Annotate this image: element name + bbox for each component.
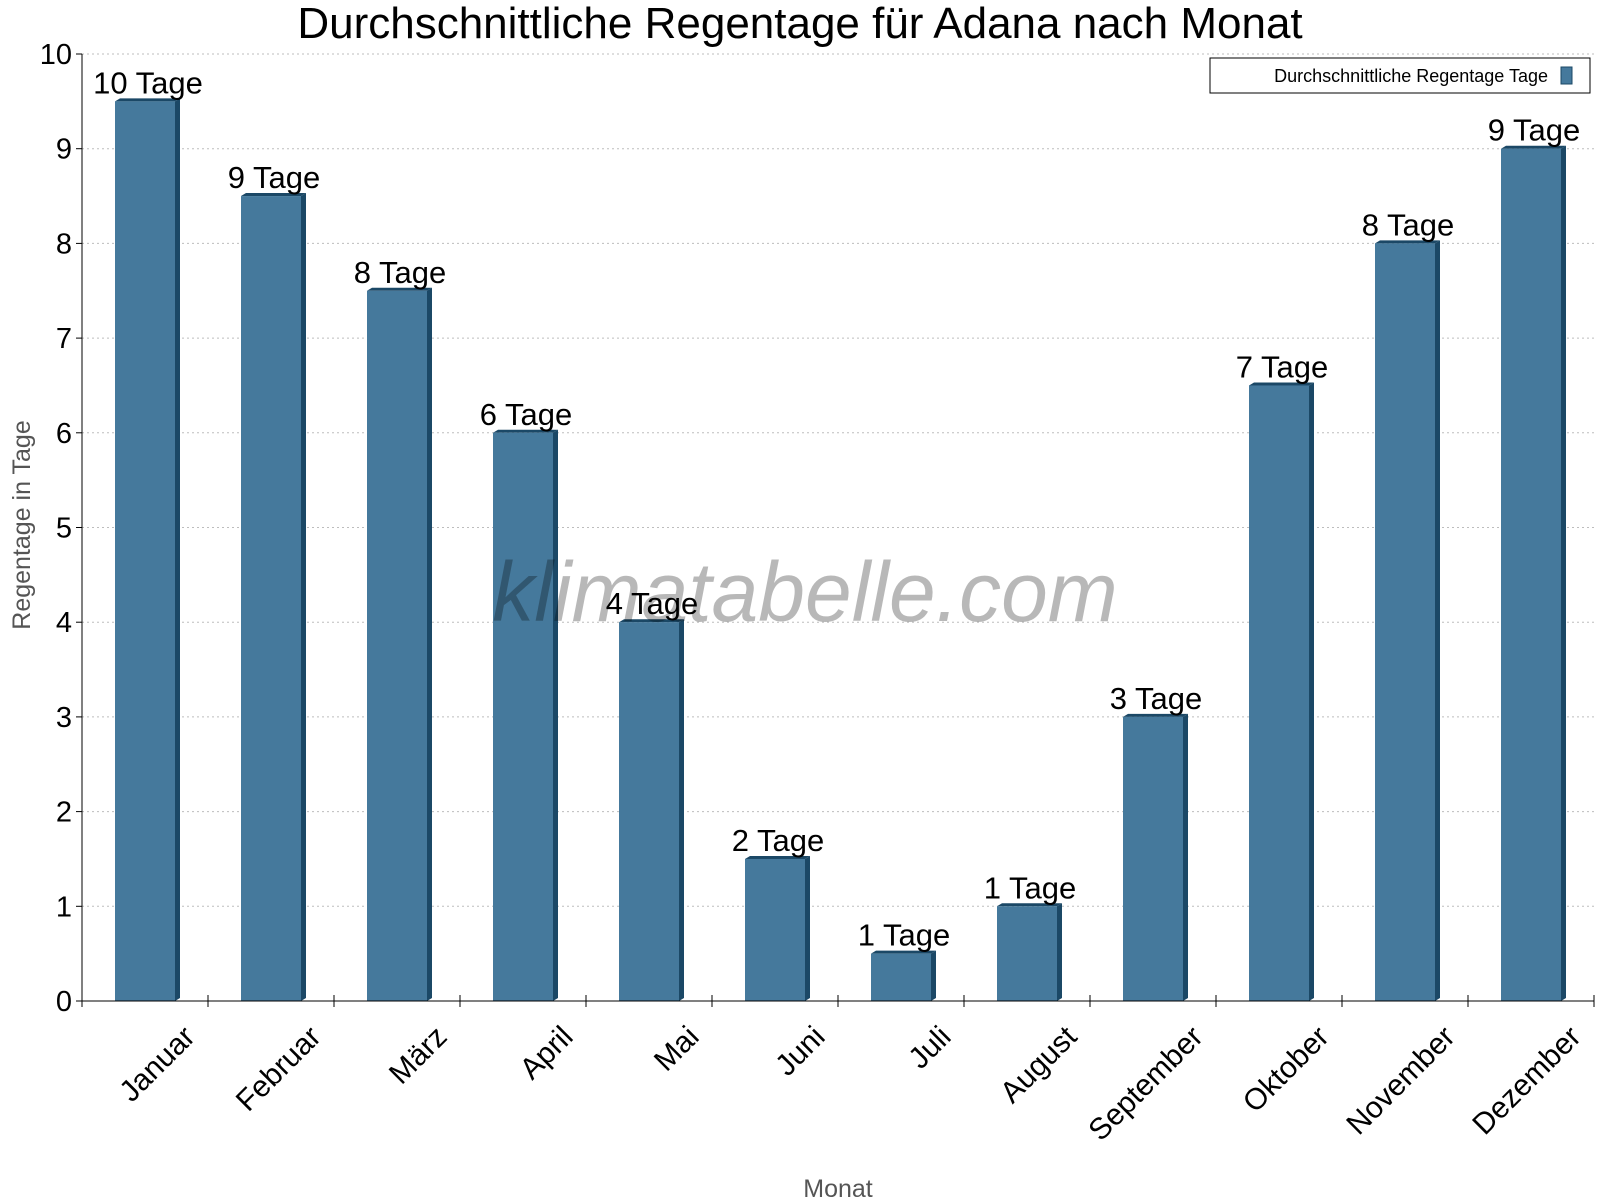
- x-tick-label: Juni: [769, 1020, 831, 1082]
- x-tick-label: April: [514, 1020, 580, 1086]
- y-axis-title: Regentage in Tage: [8, 420, 36, 629]
- bar-top: [1123, 713, 1188, 717]
- y-tick-label: 1: [56, 891, 72, 923]
- grid-lines: [82, 53, 1594, 907]
- bar-side: [175, 98, 180, 1002]
- data-label: 10 Tage: [93, 65, 203, 100]
- axes: [76, 53, 1595, 1007]
- legend-box: [1209, 57, 1591, 94]
- bar-top: [1249, 382, 1314, 386]
- bar-side: [1183, 713, 1188, 1001]
- bar-front: [367, 290, 427, 1001]
- bar-side: [1435, 240, 1440, 1001]
- bar-top: [367, 287, 432, 291]
- bar-side: [427, 287, 432, 1001]
- legend: Durchschnittliche Regentage Tage: [1209, 57, 1591, 94]
- bar-top: [1501, 145, 1566, 149]
- data-label: 4 Tage: [606, 586, 699, 621]
- bar-top: [997, 903, 1062, 907]
- bar-side: [1309, 382, 1314, 1001]
- x-tick-label: Dezember: [1466, 1020, 1587, 1141]
- bar-front: [241, 196, 301, 1002]
- bar: [871, 950, 936, 1001]
- bar: [115, 98, 180, 1002]
- x-tick-label: November: [1340, 1020, 1461, 1141]
- bar-front: [1501, 148, 1561, 1001]
- bar-side: [931, 950, 936, 1001]
- x-tick-label: September: [1082, 1020, 1209, 1147]
- x-tick-label: Mai: [648, 1020, 706, 1078]
- x-tick-label: Juli: [902, 1020, 957, 1075]
- bar-side: [301, 193, 306, 1002]
- y-tick-label: 7: [56, 323, 72, 355]
- data-label: 6 Tage: [480, 397, 573, 432]
- data-label: 7 Tage: [1236, 349, 1329, 384]
- y-tick-label: 6: [56, 418, 72, 450]
- bar-side: [805, 855, 810, 1001]
- bar-front: [1375, 243, 1435, 1001]
- bar: [367, 287, 432, 1001]
- bar-top: [241, 193, 306, 197]
- y-tick-label: 8: [56, 228, 72, 260]
- bar: [745, 855, 810, 1001]
- bar: [1249, 382, 1314, 1001]
- x-tick-label: August: [994, 1020, 1084, 1110]
- data-label: 9 Tage: [228, 160, 321, 195]
- bar-front: [493, 432, 553, 1001]
- x-tick-label: März: [383, 1020, 453, 1090]
- bar-side: [553, 429, 558, 1001]
- y-tick-label: 0: [56, 986, 72, 1018]
- x-tick-label: Januar: [113, 1020, 201, 1108]
- bar: [241, 193, 306, 1002]
- data-label: 3 Tage: [1110, 681, 1203, 716]
- bar-top: [871, 950, 936, 954]
- bar-top: [115, 98, 180, 102]
- y-tick-label: 9: [56, 134, 72, 166]
- y-tick-label: 2: [56, 797, 72, 829]
- data-label: 1 Tage: [984, 870, 1077, 905]
- bar-top: [745, 855, 810, 859]
- bar: [1375, 240, 1440, 1001]
- bar: [997, 903, 1062, 1001]
- x-tick-label: Februar: [230, 1020, 328, 1118]
- bar-top: [1375, 240, 1440, 244]
- data-label: 8 Tage: [354, 255, 447, 290]
- data-label: 8 Tage: [1362, 207, 1455, 242]
- y-tick-label: 3: [56, 702, 72, 734]
- legend-swatch: [1560, 66, 1573, 85]
- chart-title: Durchschnittliche Regentage für Adana na…: [297, 0, 1302, 48]
- data-labels: 10 Tage 9 Tage 8 Tage 6 Tage 4 Tage 2 Tage 1 T…: [93, 65, 1580, 952]
- data-label: 9 Tage: [1488, 113, 1581, 148]
- data-label: 2 Tage: [732, 823, 825, 858]
- bar-front: [997, 906, 1057, 1001]
- data-label: 1 Tage: [858, 918, 951, 953]
- y-tick-label: 4: [56, 607, 72, 639]
- bar-top: [619, 619, 684, 623]
- y-tick-label: 5: [56, 513, 72, 545]
- bar-front: [115, 101, 175, 1002]
- bar-front: [619, 622, 679, 1001]
- bar-top: [493, 429, 558, 433]
- legend-entry-label: Durchschnittliche Regentage Tage: [1274, 66, 1548, 86]
- bar: [1123, 713, 1188, 1001]
- bar-front: [1123, 716, 1183, 1001]
- bar-front: [1249, 385, 1309, 1001]
- bar-front: [871, 953, 931, 1001]
- bar: [1501, 145, 1566, 1001]
- bar-side: [1561, 145, 1566, 1001]
- bar-front: [745, 858, 805, 1001]
- y-tick-label: 10: [40, 39, 72, 71]
- bar: [619, 619, 684, 1001]
- bar-side: [1057, 903, 1062, 1001]
- bars: [115, 98, 1566, 1002]
- x-axis-title: Monat: [803, 1175, 873, 1200]
- watermark: klimatabelle.com: [492, 545, 1118, 639]
- x-tick-label: Oktober: [1237, 1020, 1336, 1119]
- bar-side: [679, 619, 684, 1001]
- bar: [493, 429, 558, 1001]
